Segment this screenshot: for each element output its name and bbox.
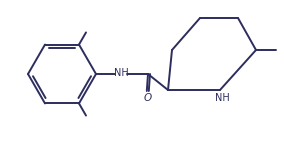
Text: NH: NH [114,68,128,78]
Text: O: O [144,93,152,103]
Text: NH: NH [215,93,229,103]
